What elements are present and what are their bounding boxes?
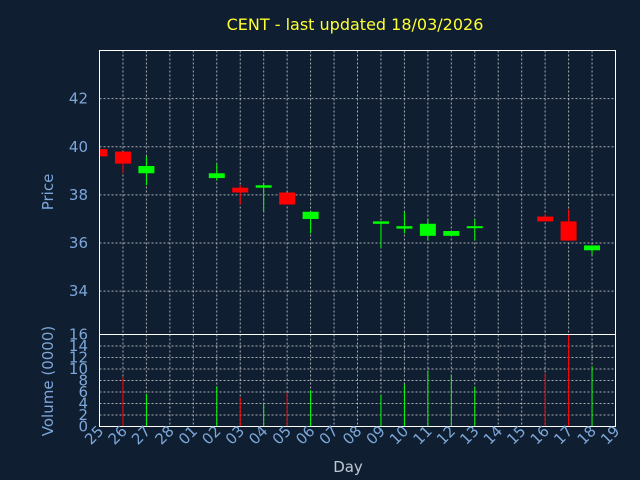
candle-body	[584, 245, 601, 251]
x-ticks: 2526272801020304050607080910111213141516…	[81, 422, 623, 448]
candle-10	[396, 211, 413, 234]
volume-tick-label: 6	[78, 383, 88, 401]
price-y-ticks: 34 36 38 40 42	[69, 90, 88, 301]
candle-body	[537, 216, 554, 222]
volume-grid	[99, 334, 616, 427]
candle-body	[255, 185, 272, 188]
candle-27	[138, 156, 155, 186]
volume-axis-label: Volume (0000)	[39, 326, 57, 436]
chart-title: CENT - last updated 18/03/2026	[227, 15, 484, 34]
price-axis-label: Price	[39, 174, 57, 211]
price-tick-label: 34	[69, 282, 88, 300]
candle-body	[114, 151, 131, 164]
volume-bars	[122, 334, 593, 427]
candle-body	[279, 192, 296, 205]
price-tick-label: 38	[69, 186, 88, 204]
candle-body	[560, 221, 577, 241]
price-tick-label: 42	[69, 90, 88, 108]
volume-tick-label: 16	[69, 326, 88, 344]
x-axis-label: Day	[333, 458, 363, 476]
volume-tick-label: 12	[69, 349, 88, 367]
candle-13	[466, 218, 483, 241]
candle-17	[560, 209, 577, 241]
volume-tick-label: 8	[78, 372, 88, 390]
candle-12	[443, 231, 460, 236]
candle-06	[302, 211, 319, 234]
candle-body	[372, 221, 389, 224]
candle-body	[443, 231, 460, 236]
volume-tick-label: 4	[78, 395, 88, 413]
candle-05	[279, 192, 296, 205]
candle-09	[372, 221, 389, 248]
volume-tick-label: 2	[78, 406, 88, 424]
candle-body	[302, 211, 319, 219]
candle-16	[537, 214, 554, 222]
candle-body	[208, 173, 225, 179]
volume-tick-label: 0	[78, 418, 88, 436]
candle-body	[138, 166, 155, 174]
price-candles	[99, 149, 601, 256]
candle-03	[232, 185, 249, 205]
candle-body	[232, 187, 249, 193]
price-grid	[99, 50, 616, 335]
candle-11	[419, 218, 436, 241]
volume-frame	[99, 334, 616, 427]
volume-tick-label: 14	[69, 337, 88, 355]
price-tick-label: 40	[69, 138, 88, 156]
candle-18	[584, 245, 601, 256]
candle-body	[419, 223, 436, 236]
candle-04	[255, 182, 272, 212]
volume-tick-label: 10	[69, 360, 88, 378]
price-tick-label: 36	[69, 234, 88, 252]
candle-body	[396, 226, 413, 229]
candle-body	[99, 149, 108, 157]
price-panel: 34 36 38 40 42	[69, 50, 616, 335]
candle-body	[466, 226, 483, 229]
candle-25	[99, 149, 108, 157]
candle-02	[208, 163, 225, 181]
candle-26	[114, 151, 131, 174]
